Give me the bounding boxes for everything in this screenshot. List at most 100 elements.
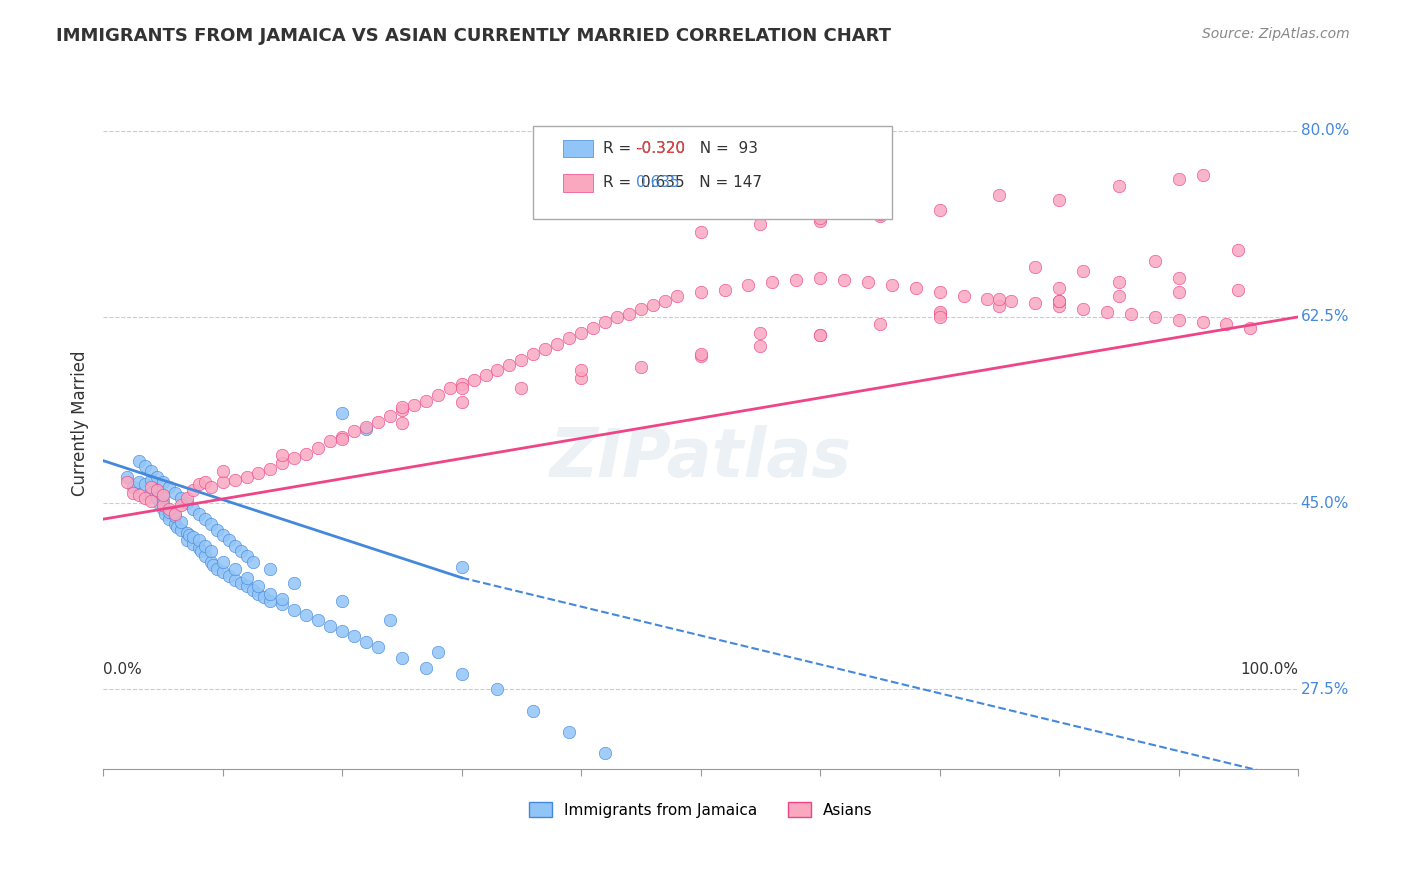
Point [163, 485, 186, 500]
Point [176, 526, 198, 541]
Point [713, 283, 735, 297]
Point [181, 501, 204, 516]
Point [128, 475, 150, 489]
Point [181, 530, 204, 544]
Point [253, 590, 276, 604]
Point [247, 587, 270, 601]
Point [1047, 293, 1070, 308]
Text: R =  0.635   N = 147: R = 0.635 N = 147 [603, 175, 762, 190]
Point [194, 475, 217, 489]
Point [402, 398, 425, 412]
Point [155, 507, 177, 521]
Point [1143, 310, 1166, 324]
Point [654, 293, 676, 308]
Point [211, 475, 233, 489]
Point [259, 462, 281, 476]
Point [808, 328, 831, 343]
Point [450, 666, 472, 681]
Point [486, 363, 509, 377]
Point [187, 507, 209, 521]
Point [1047, 193, 1070, 207]
Point [187, 477, 209, 491]
Point [450, 376, 472, 391]
Point [880, 278, 903, 293]
Point [522, 704, 544, 718]
Point [157, 512, 180, 526]
Point [176, 496, 198, 510]
Point [1191, 169, 1213, 183]
Point [152, 475, 174, 489]
Point [928, 310, 950, 324]
Point [1143, 253, 1166, 268]
Point [463, 373, 485, 387]
Point [378, 409, 401, 423]
Point [1095, 304, 1118, 318]
Point [224, 539, 246, 553]
Point [391, 417, 413, 431]
Point [319, 434, 342, 449]
Point [163, 517, 186, 532]
Point [190, 544, 212, 558]
Point [181, 483, 204, 498]
Point [749, 326, 772, 340]
Point [307, 613, 329, 627]
Point [354, 422, 377, 436]
Point [242, 555, 264, 569]
Point [330, 624, 353, 638]
FancyBboxPatch shape [564, 140, 593, 157]
Point [157, 480, 180, 494]
Point [259, 594, 281, 608]
Point [163, 507, 186, 521]
Point [235, 579, 257, 593]
Point [808, 270, 831, 285]
Point [235, 571, 257, 585]
Point [181, 536, 204, 550]
Point [163, 508, 186, 523]
Point [749, 217, 772, 231]
Point [271, 448, 294, 462]
Text: -0.320: -0.320 [636, 141, 685, 155]
Point [170, 491, 193, 505]
Point [426, 645, 449, 659]
Point [343, 424, 366, 438]
Point [149, 499, 172, 513]
Text: 27.5%: 27.5% [1301, 682, 1348, 697]
Point [242, 583, 264, 598]
Point [139, 473, 162, 487]
Point [952, 288, 974, 302]
Point [295, 607, 318, 622]
Point [904, 281, 927, 295]
Point [139, 494, 162, 508]
Point [569, 370, 592, 384]
Point [187, 533, 209, 548]
Point [630, 359, 652, 374]
Point [229, 576, 252, 591]
Point [179, 528, 201, 542]
Point [391, 402, 413, 417]
Point [139, 485, 162, 500]
Point [988, 292, 1011, 306]
Point [808, 328, 831, 343]
Point [354, 419, 377, 434]
Point [439, 381, 461, 395]
Point [224, 473, 246, 487]
Point [869, 209, 891, 223]
Point [593, 747, 616, 761]
Point [510, 352, 533, 367]
Point [988, 187, 1011, 202]
Point [1227, 283, 1250, 297]
Point [211, 566, 233, 580]
Point [976, 292, 998, 306]
Point [785, 273, 807, 287]
Point [202, 558, 225, 572]
Text: 80.0%: 80.0% [1301, 123, 1348, 138]
Point [152, 499, 174, 513]
Point [415, 394, 437, 409]
Point [1239, 320, 1261, 334]
Point [1108, 179, 1130, 194]
Point [534, 342, 557, 356]
Point [146, 469, 169, 483]
Point [176, 533, 198, 548]
Point [1167, 313, 1189, 327]
Point [122, 485, 145, 500]
